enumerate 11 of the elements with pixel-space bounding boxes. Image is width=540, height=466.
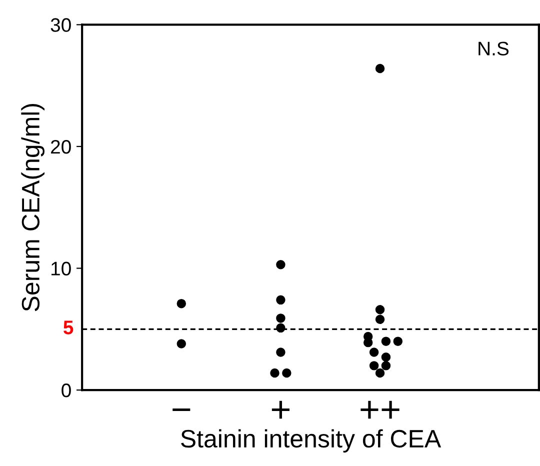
x-axis-title: Stainin intensity of CEA (181, 429, 442, 453)
y-tick-label: 10 (52, 262, 71, 276)
x-tick-label: ++ (360, 400, 400, 419)
ref-line-label: 5 (64, 320, 74, 334)
y-tick-label: 20 (51, 140, 71, 154)
text: N.S (478, 42, 509, 56)
y-tick-label: 0 (62, 384, 71, 398)
x-tick-label: − (172, 408, 190, 412)
y-tick-label: 30 (50, 18, 71, 32)
x-tick-label: + (272, 400, 290, 419)
y-axis-title: Serum CEA(ng/ml) (21, 104, 44, 312)
